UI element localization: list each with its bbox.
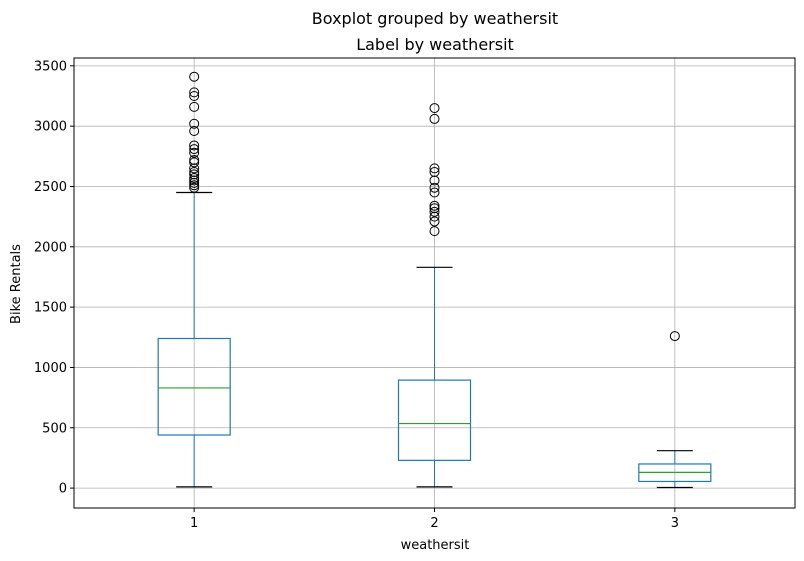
y-axis-label: Bike Rentals — [9, 244, 24, 324]
x-tick-label: 2 — [430, 516, 438, 531]
y-tick-label: 0 — [59, 482, 67, 497]
y-tick-label: 1000 — [34, 361, 67, 376]
y-tick-label: 3500 — [34, 59, 67, 74]
outlier-point — [429, 203, 440, 214]
outlier-point — [189, 157, 200, 168]
box-group-2 — [397, 103, 472, 488]
outlier-point — [189, 144, 200, 155]
outlier-point — [429, 211, 440, 222]
x-axis-label: weathersit — [401, 538, 470, 553]
box-iqr — [157, 337, 231, 436]
y-tick-label: 3000 — [34, 120, 67, 135]
box-group-3 — [638, 331, 712, 489]
outlier-point — [189, 91, 200, 102]
outlier-point — [189, 169, 200, 180]
outlier-point — [429, 216, 440, 227]
boxes — [157, 71, 712, 489]
outlier-point — [429, 187, 440, 198]
outlier-point — [429, 175, 440, 186]
outlier-point — [429, 200, 440, 211]
outlier-point — [189, 163, 200, 174]
outlier-point — [189, 182, 200, 193]
outlier-point — [189, 101, 200, 112]
x-tick-label: 1 — [190, 516, 198, 531]
y-tick-label: 500 — [42, 421, 67, 436]
outlier-point — [189, 154, 200, 165]
outlier-point — [429, 182, 440, 193]
outlier-point — [429, 113, 440, 124]
outlier-point — [189, 180, 200, 191]
outlier-point — [189, 147, 200, 158]
chart-suptitle: Boxplot grouped by weathersit — [312, 9, 558, 28]
outlier-point — [429, 167, 440, 178]
outlier-point — [189, 167, 200, 178]
box-group-1 — [157, 71, 231, 488]
outlier-point — [189, 71, 200, 82]
box-iqr — [397, 379, 472, 461]
outlier-point — [189, 175, 200, 186]
outlier-point — [189, 140, 200, 151]
outlier-point — [669, 331, 680, 342]
y-tick-label: 2000 — [34, 240, 67, 255]
outlier-point — [189, 118, 200, 129]
ticks: 0 500 1000 1500 2000 2500 3000 3500 1 2 3 — [34, 59, 679, 531]
outlier-point — [429, 226, 440, 237]
outlier-point — [429, 103, 440, 114]
outlier-point — [189, 87, 200, 98]
outlier-point — [429, 206, 440, 217]
chart-title: Label by weathersit — [356, 35, 514, 54]
y-tick-label: 1500 — [34, 301, 67, 316]
outlier-point — [429, 163, 440, 174]
x-tick-label: 3 — [671, 516, 679, 531]
outlier-point — [189, 125, 200, 136]
outlier-point — [189, 177, 200, 188]
outlier-point — [189, 173, 200, 184]
y-tick-label: 2500 — [34, 180, 67, 195]
